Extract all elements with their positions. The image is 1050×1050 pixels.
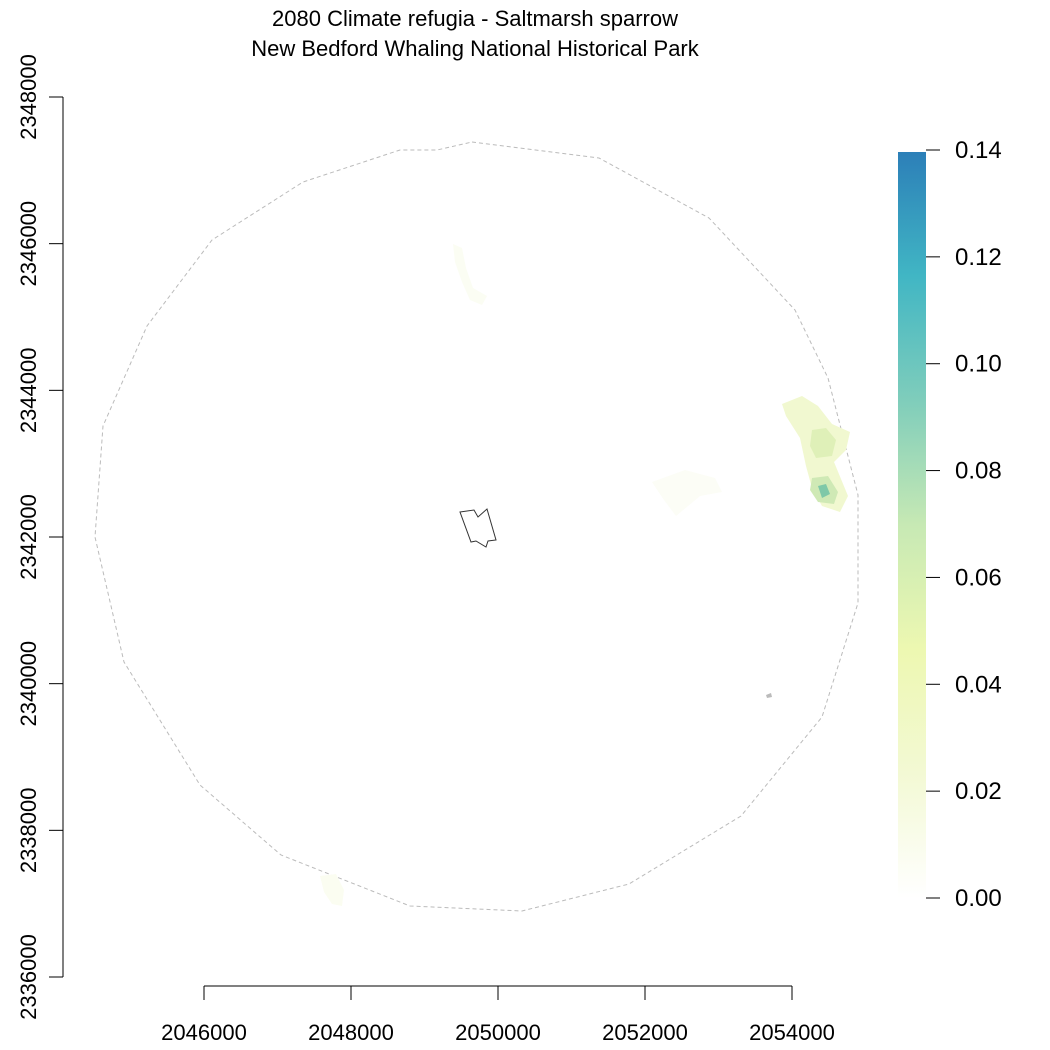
legend-ticks: 0.00 0.02 0.04 0.06 0.08 0.10 0.12 0.14 <box>926 137 1002 912</box>
y-tick-label: 2336000 <box>16 934 41 1020</box>
x-tick-label: 2054000 <box>749 1020 835 1045</box>
y-tick-label: 2338000 <box>16 788 41 874</box>
legend-tick-label: 0.14 <box>955 137 1002 164</box>
raster-patch-central <box>652 470 722 516</box>
x-tick-label: 2050000 <box>455 1020 541 1045</box>
x-tick-label: 2052000 <box>602 1020 688 1045</box>
map-title-line1: 2080 Climate refugia - Saltmarsh sparrow <box>272 6 678 31</box>
legend-tick-label: 0.12 <box>955 244 1002 271</box>
raster-patch-east-dot <box>766 693 772 698</box>
buffer-boundary <box>94 141 859 912</box>
x-axis-ticks: 2046000 2048000 2050000 2052000 2054000 <box>161 986 835 1045</box>
park-boundary <box>459 508 497 548</box>
map-title-line2: New Bedford Whaling National Historical … <box>251 36 699 61</box>
y-axis-ticks: 2336000 2338000 2340000 2342000 2344000 23460… <box>16 54 63 1020</box>
legend: 0.00 0.02 0.04 0.06 0.08 0.10 0.12 0.14 <box>898 137 1002 912</box>
legend-tick-label: 0.00 <box>955 885 1002 912</box>
y-tick-label: 2342000 <box>16 494 41 580</box>
legend-color-bar <box>898 152 926 898</box>
legend-tick-label: 0.02 <box>955 778 1002 805</box>
legend-tick-label: 0.04 <box>955 671 1002 698</box>
x-axis: 2046000 2048000 2050000 2052000 2054000 <box>161 985 835 1045</box>
y-tick-label: 2340000 <box>16 641 41 727</box>
y-tick-label: 2348000 <box>16 54 41 140</box>
x-tick-label: 2046000 <box>161 1020 247 1045</box>
y-axis: 2336000 2338000 2340000 2342000 2344000 23460… <box>16 54 64 1020</box>
legend-tick-label: 0.06 <box>955 564 1002 591</box>
legend-tick-label: 0.08 <box>955 458 1002 485</box>
x-tick-label: 2048000 <box>308 1020 394 1045</box>
raster-patch-east-mid <box>810 428 836 458</box>
legend-tick-label: 0.10 <box>955 351 1002 378</box>
raster-patch-east-peak <box>818 484 830 498</box>
y-tick-label: 2344000 <box>16 348 41 434</box>
raster-patch-north <box>453 244 487 305</box>
raster-patch-south <box>320 874 344 906</box>
y-tick-label: 2346000 <box>16 201 41 287</box>
refugia-raster <box>320 244 850 906</box>
